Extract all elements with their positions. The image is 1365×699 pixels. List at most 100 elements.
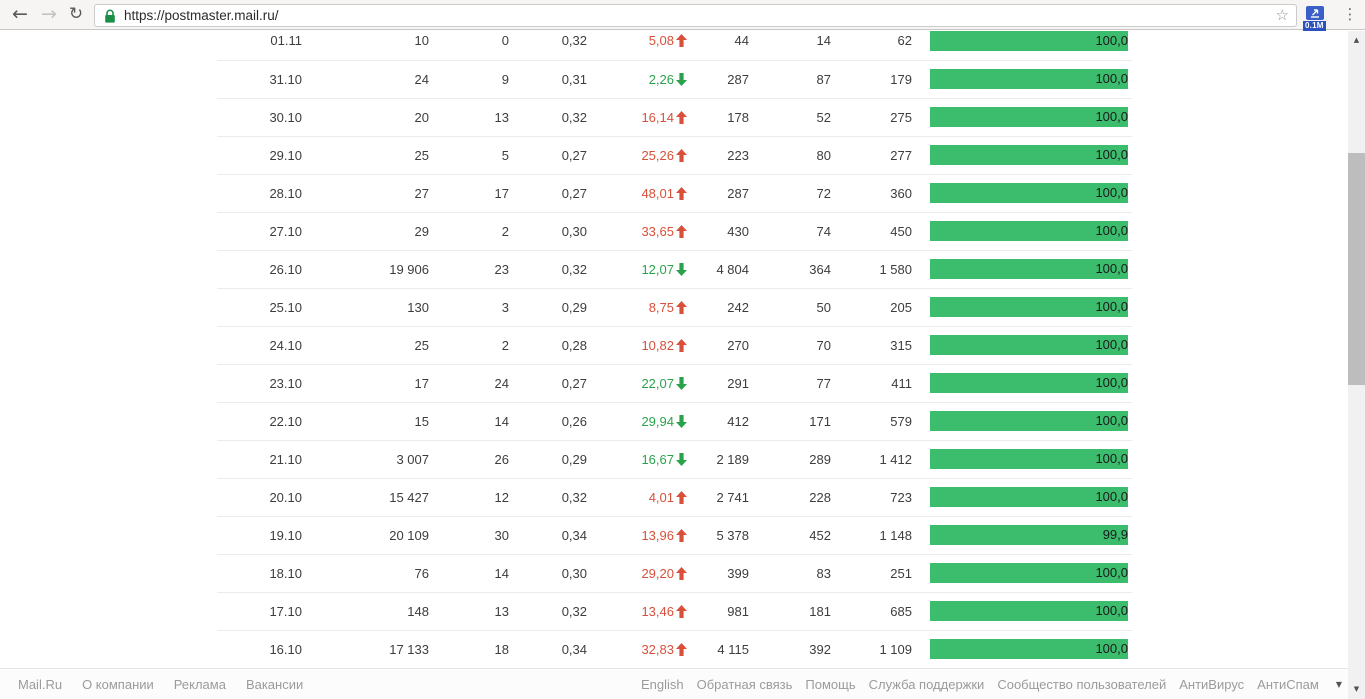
value-cell: 24 xyxy=(302,60,429,99)
value-cell: 30 xyxy=(429,516,509,555)
value-cell: 579 xyxy=(831,402,912,441)
trend-down-icon xyxy=(676,376,687,390)
value-cell: 0,32 xyxy=(509,250,587,289)
vertical-scrollbar[interactable]: ▲ ▼ xyxy=(1348,31,1365,699)
percent-value: 10,82 xyxy=(641,337,674,353)
footer-link[interactable]: Помощь xyxy=(805,676,856,692)
rating-bar: 100,0 xyxy=(930,259,1128,279)
refresh-icon[interactable]: ↻ xyxy=(68,4,84,24)
value-cell: 0,32 xyxy=(509,478,587,517)
footer-link[interactable]: Служба поддержки xyxy=(868,676,985,692)
value-cell: 0,29 xyxy=(509,288,587,327)
chrome-menu-icon[interactable]: ⋮ xyxy=(1342,5,1358,23)
date-cell: 23.10 xyxy=(217,364,302,403)
value-cell: 4 115 xyxy=(687,630,749,668)
footer-link[interactable]: Сообщество пользователей xyxy=(997,676,1167,692)
trend-up-icon xyxy=(676,110,687,124)
bar-cell: 100,0 xyxy=(912,288,1132,327)
value-cell: 77 xyxy=(749,364,831,403)
address-bar[interactable]: https://postmaster.mail.ru/ ☆ xyxy=(94,4,1297,27)
scroll-down-icon[interactable]: ▼ xyxy=(1353,685,1360,693)
percent-value: 12,07 xyxy=(641,261,674,277)
percent-cell: 5,08 xyxy=(587,31,687,61)
value-cell: 360 xyxy=(831,174,912,213)
percent-cell: 29,20 xyxy=(587,554,687,593)
rating-bar: 100,0 xyxy=(930,297,1128,317)
date-cell: 19.10 xyxy=(217,516,302,555)
value-cell: 452 xyxy=(749,516,831,555)
footer-link[interactable]: АнтиВирус xyxy=(1179,676,1245,692)
footer-link[interactable]: Реклама xyxy=(173,676,226,692)
value-cell: 1 412 xyxy=(831,440,912,479)
value-cell: 430 xyxy=(687,212,749,251)
footer-link[interactable]: English xyxy=(640,676,684,692)
bar-cell: 100,0 xyxy=(912,31,1132,61)
percent-cell: 8,75 xyxy=(587,288,687,327)
date-cell: 18.10 xyxy=(217,554,302,593)
percent-cell: 32,83 xyxy=(587,630,687,668)
value-cell: 0,34 xyxy=(509,516,587,555)
percent-cell: 13,96 xyxy=(587,516,687,555)
bar-cell: 100,0 xyxy=(912,212,1132,251)
rating-bar: 100,0 xyxy=(930,411,1128,431)
bar-cell: 100,0 xyxy=(912,402,1132,441)
footer-link[interactable]: АнтиСпам xyxy=(1257,676,1319,692)
value-cell: 171 xyxy=(749,402,831,441)
date-cell: 25.10 xyxy=(217,288,302,327)
bar-cell: 100,0 xyxy=(912,478,1132,517)
value-cell: 83 xyxy=(749,554,831,593)
percent-cell: 29,94 xyxy=(587,402,687,441)
percent-value: 8,75 xyxy=(648,299,674,315)
table-row: 30.10 20 13 0,32 16,14 178 52 275 100,0 xyxy=(217,98,1132,137)
value-cell: 223 xyxy=(687,136,749,175)
date-cell: 29.10 xyxy=(217,136,302,175)
rating-bar: 99,9 xyxy=(930,525,1128,545)
value-cell: 723 xyxy=(831,478,912,517)
percent-value: 13,46 xyxy=(641,603,674,619)
url-text[interactable]: https://postmaster.mail.ru/ xyxy=(124,8,279,23)
percent-cell: 48,01 xyxy=(587,174,687,213)
percent-value: 2,26 xyxy=(648,71,674,87)
value-cell: 981 xyxy=(687,592,749,631)
rating-bar: 100,0 xyxy=(930,183,1128,203)
rating-bar: 100,0 xyxy=(930,373,1128,393)
value-cell: 0,27 xyxy=(509,136,587,175)
footer-right-links: English Обратная связь Помощь Служба поддер… xyxy=(641,677,1348,692)
percent-value: 33,65 xyxy=(641,223,674,239)
percent-cell: 13,46 xyxy=(587,592,687,631)
date-cell: 16.10 xyxy=(217,630,302,668)
date-cell: 22.10 xyxy=(217,402,302,441)
footer-collapse-caret-icon[interactable]: ▼ xyxy=(1335,679,1342,689)
value-cell: 76 xyxy=(302,554,429,593)
date-cell: 31.10 xyxy=(217,60,302,99)
footer-link[interactable]: Вакансии xyxy=(245,676,304,692)
back-icon[interactable]: ← xyxy=(12,3,28,25)
table-row: 26.10 19 906 23 0,32 12,07 4 804 364 1 580 100,0 xyxy=(217,250,1132,289)
rank-extension-icon[interactable] xyxy=(1306,6,1324,20)
value-cell: 289 xyxy=(749,440,831,479)
trend-down-icon xyxy=(676,452,687,466)
bar-cell: 100,0 xyxy=(912,630,1132,668)
percent-cell: 12,07 xyxy=(587,250,687,289)
scrollbar-thumb[interactable] xyxy=(1348,153,1365,385)
scroll-up-icon[interactable]: ▲ xyxy=(1353,36,1360,44)
footer-link[interactable]: О компании xyxy=(82,676,154,692)
date-cell: 01.11 xyxy=(217,31,302,61)
trend-down-icon xyxy=(676,72,687,86)
footer-link[interactable]: Mail.Ru xyxy=(18,676,63,692)
value-cell: 74 xyxy=(749,212,831,251)
percent-value: 5,08 xyxy=(648,33,674,49)
bar-cell: 100,0 xyxy=(912,174,1132,213)
rating-bar: 100,0 xyxy=(930,221,1128,241)
value-cell: 251 xyxy=(831,554,912,593)
trend-up-icon xyxy=(676,300,687,314)
value-cell: 18 xyxy=(429,630,509,668)
footer-link[interactable]: Обратная связь xyxy=(696,676,793,692)
value-cell: 0,30 xyxy=(509,212,587,251)
trend-up-icon xyxy=(676,224,687,238)
value-cell: 50 xyxy=(749,288,831,327)
rating-bar: 100,0 xyxy=(930,31,1128,51)
bookmark-star-icon[interactable]: ☆ xyxy=(1275,6,1289,24)
bar-cell: 100,0 xyxy=(912,554,1132,593)
rating-bar: 100,0 xyxy=(930,145,1128,165)
